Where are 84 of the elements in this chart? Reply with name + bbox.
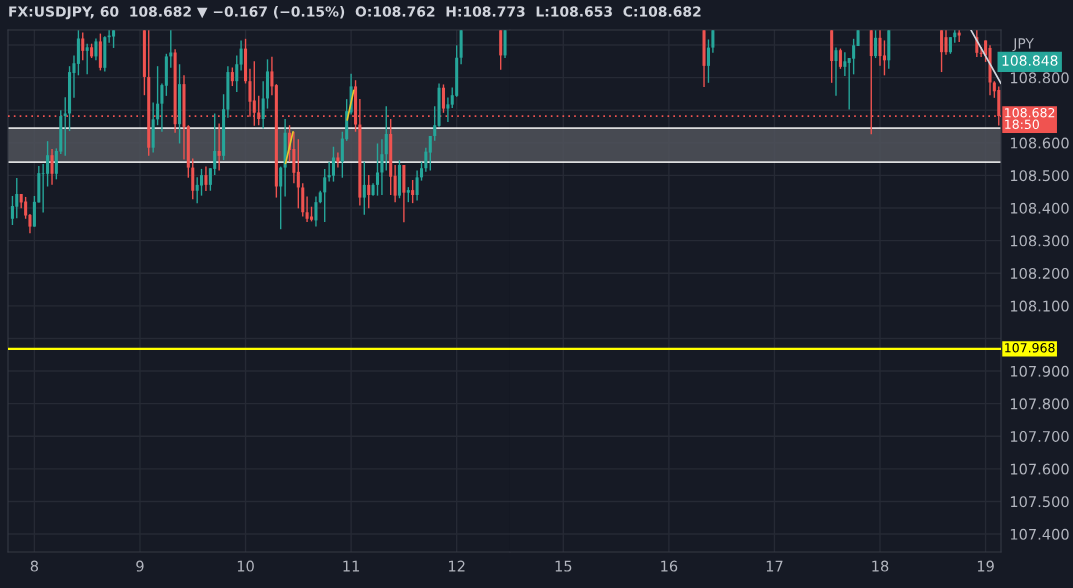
candlestick xyxy=(428,135,432,172)
y-tick-label: 107.900 xyxy=(1010,365,1069,377)
y-tick-label: 108.400 xyxy=(1010,202,1069,214)
candlestick xyxy=(195,176,199,204)
candlestick xyxy=(10,195,14,226)
y-tick-label: 108.600 xyxy=(1010,137,1069,149)
y-tick-label: 108.800 xyxy=(1010,72,1069,84)
candlestick xyxy=(834,46,838,97)
x-tick-label: 8 xyxy=(30,560,39,572)
y-tick-label: 107.800 xyxy=(1010,398,1069,410)
candlestick xyxy=(292,131,296,184)
candlestick xyxy=(940,30,944,73)
candlestick xyxy=(874,30,878,59)
candlestick xyxy=(204,165,208,192)
candlestick xyxy=(191,157,195,200)
candlestick xyxy=(375,142,380,197)
candlestick xyxy=(843,51,847,77)
y-tick-label: 108.300 xyxy=(1010,235,1069,247)
candlestick xyxy=(85,42,89,76)
candlestick xyxy=(230,66,234,87)
candlestick xyxy=(878,30,882,67)
y-tick-label: 107.400 xyxy=(1010,528,1069,540)
candlestick xyxy=(261,80,265,130)
candlestick xyxy=(331,146,336,183)
candlestick xyxy=(235,54,239,93)
candlestick xyxy=(415,169,419,202)
candlestick xyxy=(156,65,160,126)
candlestick xyxy=(340,131,344,179)
candlestick xyxy=(393,164,397,203)
candlestick xyxy=(94,37,98,62)
candlestick xyxy=(160,82,164,133)
x-tick-label: 19 xyxy=(977,560,994,572)
candlestick xyxy=(411,179,415,204)
x-tick-label: 15 xyxy=(555,560,572,572)
x-tick-label: 10 xyxy=(237,560,254,572)
candlestick xyxy=(441,83,446,114)
y-tick-label: 108.200 xyxy=(1010,267,1069,279)
text: 108.848 xyxy=(1002,55,1058,66)
candlestick xyxy=(46,140,50,188)
candlestick xyxy=(944,30,948,56)
chart-title: FX:USDJPY, 60 108.682 ▼ −0.167 (−0.15%) O:108.762 H:108.773 L:108.653 C:108.682 xyxy=(9,6,701,20)
candlestick xyxy=(199,168,204,197)
x-tick-label: 11 xyxy=(343,560,360,572)
candlestick xyxy=(362,161,366,216)
x-tick-label: 16 xyxy=(661,560,678,572)
candlestick xyxy=(239,39,243,72)
candlestick xyxy=(852,38,856,76)
candlestick xyxy=(217,122,221,172)
candlestick xyxy=(433,105,437,142)
candlestick xyxy=(367,174,371,210)
candlestick xyxy=(706,38,710,84)
candlestick xyxy=(419,161,424,182)
y-tick-label: 107.600 xyxy=(1010,463,1069,475)
candlestick xyxy=(711,30,715,54)
candlestick xyxy=(882,39,886,77)
candlestick xyxy=(314,195,318,228)
x-tick-label: 12 xyxy=(449,560,465,572)
x-tick-label: 17 xyxy=(766,560,783,572)
y-tick-label: 108.500 xyxy=(1010,170,1069,182)
candlestick xyxy=(305,195,309,223)
candlestick xyxy=(296,138,300,210)
candlestick xyxy=(169,30,173,69)
candlestick xyxy=(446,96,450,123)
candlestick xyxy=(380,138,384,196)
candlestick xyxy=(336,151,340,169)
text: JPY xyxy=(1012,38,1034,52)
candlestick xyxy=(15,177,19,219)
candlestick xyxy=(63,96,67,157)
candlestick xyxy=(279,165,283,230)
candlestick xyxy=(838,47,842,70)
ref-line-label: 107.968 xyxy=(1005,343,1055,353)
y-tick-label: 108.100 xyxy=(1010,300,1069,312)
y-tick-label: 107.500 xyxy=(1010,496,1069,508)
x-tick-label: 18 xyxy=(872,560,889,572)
candlestick xyxy=(50,148,54,186)
candlestick xyxy=(81,31,85,62)
candlestick xyxy=(384,105,388,172)
candlestick xyxy=(270,56,274,96)
ref-line-label: 108.682 18:50 xyxy=(1005,107,1055,130)
y-tick-label: 107.700 xyxy=(1010,430,1069,442)
candlestick xyxy=(323,168,327,223)
candlestick xyxy=(957,30,961,43)
x-tick-label: 9 xyxy=(136,560,144,572)
candlestick xyxy=(424,147,428,173)
